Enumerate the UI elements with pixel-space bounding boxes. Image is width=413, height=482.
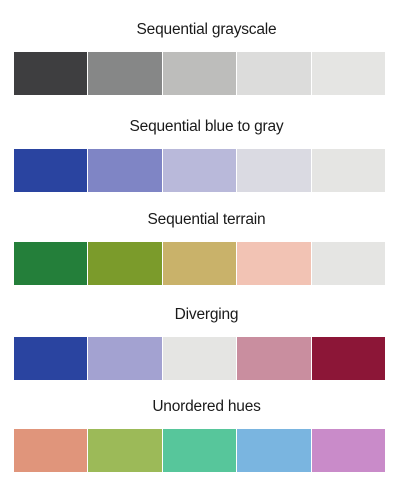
palette-title: Sequential blue to gray — [129, 118, 284, 135]
swatch-row — [14, 242, 386, 285]
swatch — [14, 149, 88, 192]
swatch — [237, 242, 311, 285]
swatch — [88, 242, 162, 285]
swatch — [311, 429, 386, 472]
swatch-row — [14, 429, 386, 472]
swatch — [14, 242, 88, 285]
swatch — [237, 149, 311, 192]
swatch — [14, 52, 88, 95]
swatch — [88, 337, 162, 380]
swatch — [162, 149, 237, 192]
swatch-row — [14, 149, 386, 192]
palette-title: Unordered hues — [152, 398, 261, 415]
palette-title: Sequential terrain — [147, 211, 266, 228]
swatch — [162, 429, 237, 472]
swatch — [237, 337, 311, 380]
swatch — [311, 149, 386, 192]
swatch — [14, 337, 88, 380]
swatch — [88, 429, 162, 472]
swatch — [88, 149, 162, 192]
swatch-row — [14, 52, 386, 95]
swatch — [88, 52, 162, 95]
swatch — [162, 242, 237, 285]
swatch — [311, 242, 386, 285]
swatch — [311, 337, 386, 380]
swatch — [14, 429, 88, 472]
palette-title: Diverging — [174, 306, 239, 323]
swatch — [162, 337, 237, 380]
swatch — [237, 429, 311, 472]
swatch — [162, 52, 237, 95]
palette-title: Sequential grayscale — [136, 21, 277, 38]
swatch — [311, 52, 386, 95]
swatch-row — [14, 337, 386, 380]
swatch — [237, 52, 311, 95]
